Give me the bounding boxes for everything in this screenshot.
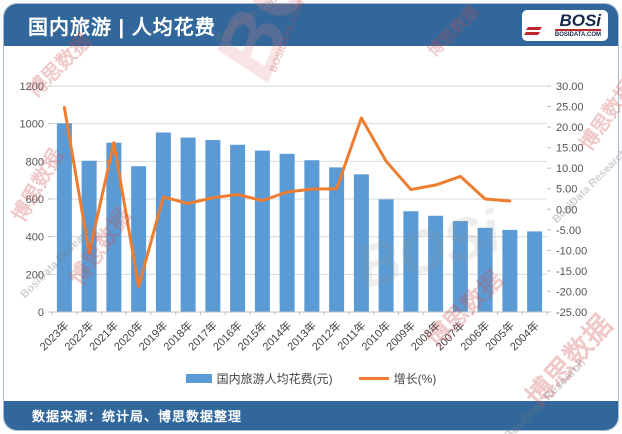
bar-2018年	[180, 137, 196, 312]
x-axis	[51, 311, 548, 315]
footer-bar: 数据来源：统计局、博思数据整理	[4, 401, 618, 430]
bar-2023年	[56, 123, 72, 312]
svg-text:-25.00: -25.00	[556, 307, 587, 319]
bar-2013年	[304, 160, 320, 312]
svg-text:5.00: 5.00	[556, 184, 577, 196]
svg-text:-15.00: -15.00	[556, 266, 587, 278]
svg-text:15.00: 15.00	[556, 143, 584, 155]
chart-legend: 国内旅游人均花费(元) 增长(%)	[4, 370, 618, 387]
data-source-text: 数据来源：统计局、博思数据整理	[32, 409, 243, 424]
bar-2007年	[452, 221, 468, 312]
bar-2004年	[527, 231, 543, 312]
x-axis-labels: 2023年2022年2021年2020年2019年2018年2017年2016年…	[37, 318, 542, 353]
line-series-swatch	[358, 377, 389, 380]
bar-series-label: 国内旅游人均花费(元)	[216, 372, 333, 386]
bar-2010年	[378, 199, 394, 312]
svg-text:200: 200	[26, 269, 44, 281]
svg-text:600: 600	[26, 194, 44, 206]
svg-text:25.00: 25.00	[556, 102, 584, 114]
logo-stripes-icon	[523, 26, 543, 37]
line-series-label: 增长(%)	[393, 372, 437, 386]
page-title: 国内旅游 | 人均花费	[28, 16, 216, 39]
bar-2006年	[477, 227, 493, 312]
svg-text:0: 0	[38, 307, 44, 319]
svg-text:30.00: 30.00	[556, 81, 584, 93]
bar-2014年	[279, 153, 295, 312]
logo-subtext: BOSIDATA.COM	[554, 28, 601, 38]
svg-text:-20.00: -20.00	[556, 286, 587, 298]
bar-2012年	[329, 167, 345, 312]
combo-chart: 020040060080010001200-25.00-20.00-15.00-…	[20, 81, 588, 353]
bar-2009年	[403, 211, 419, 312]
legend-item-bar: 国内旅游人均花费(元)	[185, 370, 333, 387]
bar-2005年	[502, 229, 518, 312]
bar-2017年	[205, 140, 221, 312]
svg-text:1200: 1200	[20, 81, 44, 93]
svg-text:0.00: 0.00	[556, 204, 577, 216]
report-card: 国内旅游 | 人均花费 BOSi BOSIDATA.COM 0 200 400 600…	[3, 3, 619, 431]
logo-text: BOSi	[559, 10, 601, 30]
bar-2021年	[106, 142, 122, 312]
bosi-logo: BOSi BOSIDATA.COM	[522, 9, 608, 41]
bar-2022年	[81, 160, 97, 312]
bar-series	[56, 123, 543, 312]
bar-2011年	[353, 174, 369, 312]
left-axis-labels: 0 200 400 600 800 1000 1200	[20, 81, 44, 319]
right-axis-labels: -25.00 -20.00 -15.00 -10.00 -5.00 0.00 5.00 10.…	[547, 81, 587, 319]
bar-2020年	[131, 166, 147, 312]
svg-text:20.00: 20.00	[556, 122, 584, 134]
bar-2015年	[254, 150, 270, 312]
header-bar: 国内旅游 | 人均花费 BOSi BOSIDATA.COM	[4, 4, 618, 46]
svg-text:400: 400	[26, 232, 44, 244]
svg-text:800: 800	[26, 156, 44, 168]
bar-2008年	[428, 215, 444, 312]
legend-item-line: 增长(%)	[358, 370, 437, 387]
svg-text:-10.00: -10.00	[556, 245, 587, 257]
bar-2019年	[155, 132, 171, 312]
bar-series-swatch	[185, 374, 212, 383]
svg-text:-5.00: -5.00	[556, 225, 581, 237]
growth-line	[62, 105, 512, 289]
svg-text:1000: 1000	[20, 119, 44, 131]
svg-text:10.00: 10.00	[556, 163, 584, 175]
bar-2016年	[230, 144, 246, 312]
